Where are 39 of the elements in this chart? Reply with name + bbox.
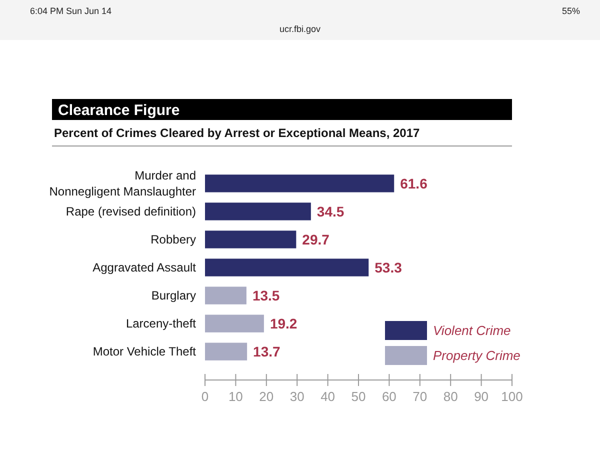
text: 55% [562, 6, 580, 16]
bar [205, 202, 311, 220]
data-label: 61.6 [400, 175, 428, 192]
x-tick-label: 40 [320, 389, 336, 404]
data-label: 13.5 [252, 288, 280, 304]
x-tick-label: 20 [259, 389, 274, 404]
y-tick-label: Murder and Nonnegligent Manslaughter [49, 168, 196, 198]
x-tick-label: 80 [443, 389, 458, 404]
text: 6:04 PM Sun Jun 14 [30, 6, 112, 16]
bar [205, 286, 246, 304]
x-tick-label: 0 [201, 389, 209, 404]
y-tick-label: Robbery [150, 232, 196, 246]
bar [205, 342, 248, 360]
bar [205, 230, 296, 248]
x-tick-label: 100 [501, 389, 523, 404]
data-label: 53.3 [374, 260, 402, 276]
chart-title: Clearance Figure [58, 102, 180, 119]
x-tick-label: 30 [290, 389, 304, 404]
text: ucr.fbi.gov [279, 24, 322, 34]
x-tick-label: 50 [351, 389, 366, 404]
y-tick-label: Aggravated Assault [92, 260, 197, 274]
data-label: 13.7 [253, 344, 281, 360]
y-tick-label: Burglary [151, 288, 196, 303]
data-label: 19.2 [270, 316, 298, 332]
data-label: 34.5 [316, 203, 344, 220]
bar [205, 174, 394, 192]
data-label: 29.7 [302, 231, 330, 248]
bar [205, 258, 369, 276]
x-tick-label: 10 [228, 389, 243, 404]
x-tick-label: 90 [474, 389, 489, 404]
bar [205, 314, 264, 332]
x-tick-label: 60 [382, 389, 396, 404]
x-tick-label: 70 [412, 389, 428, 404]
chart-subtitle: Percent of Crimes Cleared by Arrest or Exceptional Means, 2017 [54, 126, 420, 140]
legend-label: Violent Crime [433, 323, 511, 338]
y-tick-label: Motor Vehicle Theft [92, 344, 197, 359]
y-tick-label: Larceny-theft [126, 316, 197, 331]
y-tick-label: Rape (revised definition) [66, 204, 196, 218]
legend-label: Property Crime [433, 348, 520, 363]
